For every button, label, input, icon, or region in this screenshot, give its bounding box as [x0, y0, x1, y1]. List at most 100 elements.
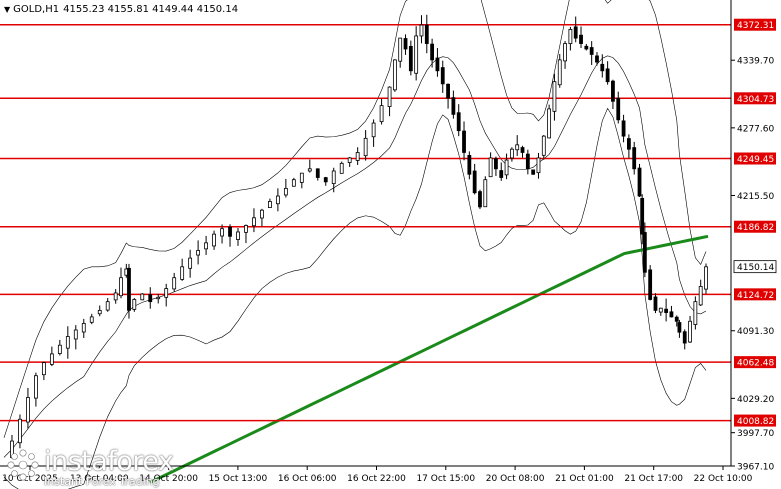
candle-body	[589, 47, 594, 55]
level-tag-bg	[734, 288, 776, 301]
candle-body	[379, 105, 384, 123]
price-tick-label: 3997.70	[737, 429, 774, 439]
candle	[579, 26, 583, 49]
candles	[10, 14, 708, 459]
candle	[589, 41, 594, 65]
candle-body	[148, 294, 153, 303]
candle-body	[119, 277, 123, 297]
candle	[584, 43, 589, 51]
candle-body	[669, 311, 674, 318]
candle-body	[440, 67, 445, 85]
candle	[424, 14, 429, 54]
candle-body	[456, 112, 461, 132]
time-tick-label: 16 Oct 06:00	[278, 474, 337, 484]
candle-body	[478, 191, 482, 208]
level-tag-bg	[734, 92, 776, 105]
candle	[283, 178, 288, 198]
candle	[89, 313, 94, 325]
candle	[188, 249, 193, 278]
candle-body	[363, 137, 368, 157]
candle	[49, 346, 54, 367]
price-tags: 4372.31 4304.73 4249.45 4186.82 4124.72 4062.…	[733, 18, 777, 427]
candle	[347, 156, 352, 167]
price-axis: 4339.70 4277.60 4215.50 4091.30 4029.20 3997.…	[731, 57, 774, 473]
price-tick-label: 4029.20	[737, 395, 774, 405]
level-tag-text: 4372.31	[737, 21, 774, 31]
price-tick-label: 4339.70	[737, 57, 774, 67]
plot-background	[0, 0, 731, 466]
candle	[557, 54, 562, 88]
candle	[640, 194, 645, 245]
candle-body	[220, 228, 224, 237]
time-tick-label: 22 Oct 10:00	[694, 474, 753, 484]
price-tick-label: 3967.10	[737, 463, 774, 473]
candle-body	[371, 122, 376, 138]
candle-body	[403, 38, 408, 50]
candle-body	[339, 162, 344, 174]
candle	[392, 59, 397, 92]
candle	[220, 224, 224, 244]
candle-body	[268, 201, 272, 208]
candle	[430, 38, 435, 68]
candle-body	[89, 316, 94, 323]
chart-header: ▼ GOLD,H1 4155.23 4155.81 4149.44 4150.14	[4, 4, 242, 15]
candle	[677, 319, 682, 338]
candle-body	[140, 293, 145, 301]
candle-body	[260, 209, 264, 219]
candle	[611, 79, 615, 110]
candle-body	[704, 266, 708, 290]
candle-body	[244, 225, 248, 233]
candle	[658, 307, 663, 316]
candle-body	[196, 250, 201, 256]
candle-body	[18, 418, 22, 444]
candle	[478, 189, 482, 210]
candle-body	[682, 331, 687, 344]
candle	[488, 152, 493, 178]
candle	[65, 326, 70, 359]
candle	[299, 172, 304, 189]
candle	[674, 315, 679, 327]
candle-body	[41, 362, 46, 376]
candle-body	[642, 232, 647, 273]
candle-body	[132, 299, 137, 310]
level-tag-bg	[734, 414, 776, 427]
candle	[172, 272, 177, 292]
level-price-tag: 4124.72	[734, 288, 776, 301]
candle	[339, 161, 344, 174]
time-tick-label: 15 Oct 13:00	[209, 474, 268, 484]
candle-body	[430, 43, 435, 61]
candle-body	[26, 397, 30, 423]
candle	[525, 149, 530, 175]
candle	[113, 289, 118, 304]
candle-body	[252, 217, 256, 227]
candle	[632, 141, 637, 175]
time-tick-label: 20 Oct 08:00	[486, 474, 545, 484]
ohlc-readout: 4155.23 4155.81 4149.44 4150.14	[63, 4, 239, 15]
candle	[323, 176, 328, 186]
dropdown-triangle-icon[interactable]: ▼	[4, 5, 11, 14]
candle	[621, 114, 626, 143]
candle	[600, 54, 605, 78]
price-tick-label: 4215.50	[737, 192, 774, 202]
candle	[446, 83, 450, 109]
candle-body	[626, 138, 631, 150]
candle-body	[616, 97, 621, 121]
candle-body	[65, 336, 70, 349]
candle-body	[693, 301, 698, 325]
candle	[536, 152, 541, 179]
level-tag-bg	[734, 356, 776, 369]
candle-body	[212, 233, 216, 247]
candle	[132, 298, 137, 312]
candle	[693, 296, 698, 330]
candle-body	[398, 37, 403, 62]
logo-mark-icon	[7, 449, 39, 481]
support-resistance-levels	[0, 23, 731, 422]
candle	[307, 159, 312, 173]
candle	[236, 228, 240, 246]
candle-body	[307, 168, 312, 172]
level-price-tag: 4304.73	[734, 92, 776, 105]
candle-body	[536, 157, 541, 174]
candle-body	[494, 158, 498, 170]
candle	[228, 224, 232, 247]
